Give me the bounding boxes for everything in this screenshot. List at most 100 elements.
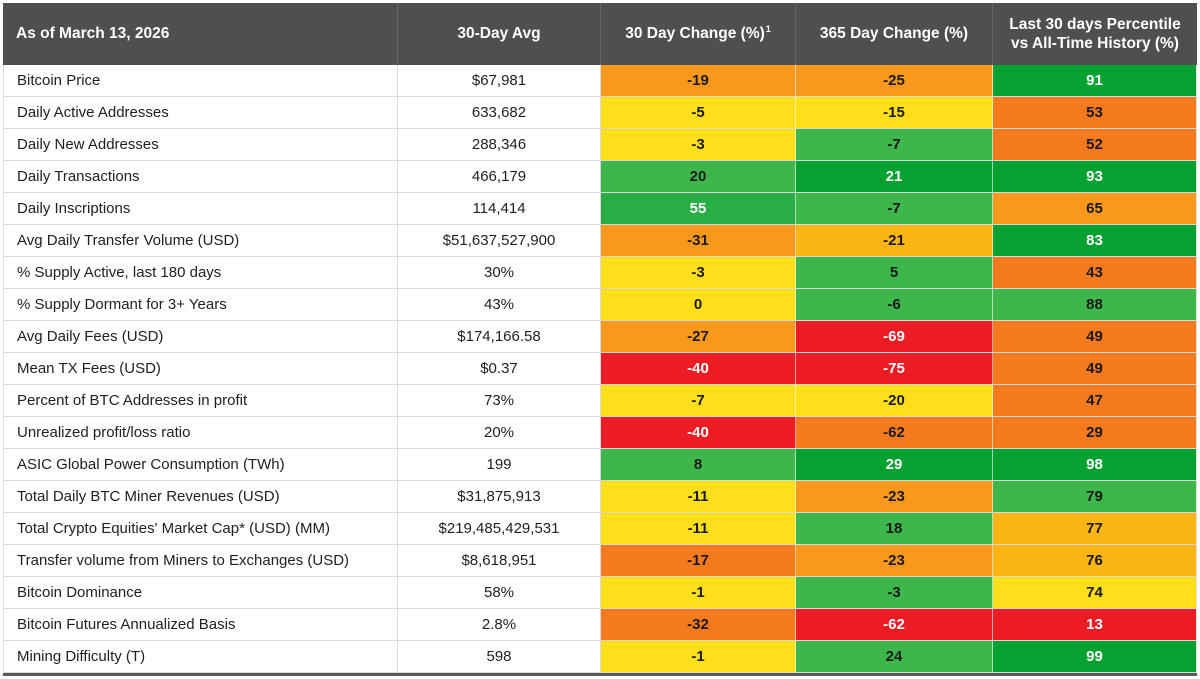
metric-30day-change-cell: -31 bbox=[601, 225, 796, 256]
metric-label: Bitcoin Price bbox=[4, 65, 398, 96]
metric-30day-change-cell: -11 bbox=[601, 481, 796, 512]
table-row: % Supply Dormant for 3+ Years 43% 0 -6 8… bbox=[4, 289, 1196, 321]
metric-30day-change-cell: 55 bbox=[601, 193, 796, 224]
metric-365day-change-cell: -62 bbox=[796, 609, 993, 640]
table-row: ASIC Global Power Consumption (TWh) 199 … bbox=[4, 449, 1196, 481]
table-row: Percent of BTC Addresses in profit 73% -… bbox=[4, 385, 1196, 417]
table-body: Bitcoin Price $67,981 -19 -25 91 Daily A… bbox=[3, 65, 1197, 673]
metric-30day-avg-value: $31,875,913 bbox=[398, 481, 601, 512]
metric-30day-avg-value: 30% bbox=[398, 257, 601, 288]
table-row: Daily Active Addresses 633,682 -5 -15 53 bbox=[4, 97, 1196, 129]
metric-30day-change-cell: -32 bbox=[601, 609, 796, 640]
metric-percentile-cell: 83 bbox=[993, 225, 1196, 256]
metric-30day-avg-value: $51,637,527,900 bbox=[398, 225, 601, 256]
metric-365day-change-cell: -6 bbox=[796, 289, 993, 320]
as-of-date-label: As of March 13, 2026 bbox=[16, 25, 170, 43]
metric-365day-change-cell: -62 bbox=[796, 417, 993, 448]
metric-30day-avg-value: 288,346 bbox=[398, 129, 601, 160]
metric-365day-change-cell: 5 bbox=[796, 257, 993, 288]
table-row: Total Daily BTC Miner Revenues (USD) $31… bbox=[4, 481, 1196, 513]
table-row: Daily Transactions 466,179 20 21 93 bbox=[4, 161, 1196, 193]
percentile-column-label: Last 30 days Percentile vs All-Time Hist… bbox=[1009, 15, 1181, 52]
metric-365day-change-cell: -23 bbox=[796, 481, 993, 512]
metric-percentile-cell: 52 bbox=[993, 129, 1196, 160]
footnote-marker: 1 bbox=[765, 24, 771, 35]
metric-label: Transfer volume from Miners to Exchanges… bbox=[4, 545, 398, 576]
metric-label: Daily Active Addresses bbox=[4, 97, 398, 128]
table-row: Avg Daily Fees (USD) $174,166.58 -27 -69… bbox=[4, 321, 1196, 353]
table-row: Bitcoin Futures Annualized Basis 2.8% -3… bbox=[4, 609, 1196, 641]
metric-365day-change-cell: 21 bbox=[796, 161, 993, 192]
metric-percentile-cell: 79 bbox=[993, 481, 1196, 512]
header-30-day-change: 30 Day Change (%)1 bbox=[601, 3, 796, 65]
metric-percentile-cell: 91 bbox=[993, 65, 1196, 96]
table-row: Mean TX Fees (USD) $0.37 -40 -75 49 bbox=[4, 353, 1196, 385]
metric-30day-change-cell: 8 bbox=[601, 449, 796, 480]
metric-30day-change-cell: -3 bbox=[601, 129, 796, 160]
table-row: Unrealized profit/loss ratio 20% -40 -62… bbox=[4, 417, 1196, 449]
metric-label: Avg Daily Fees (USD) bbox=[4, 321, 398, 352]
metric-30day-change-cell: -7 bbox=[601, 385, 796, 416]
metric-label: Total Daily BTC Miner Revenues (USD) bbox=[4, 481, 398, 512]
metric-30day-avg-value: 20% bbox=[398, 417, 601, 448]
metric-30day-avg-value: 199 bbox=[398, 449, 601, 480]
metric-30day-change-cell: -27 bbox=[601, 321, 796, 352]
metric-label: Daily Transactions bbox=[4, 161, 398, 192]
metric-30day-avg-value: $219,485,429,531 bbox=[398, 513, 601, 544]
metric-30day-avg-value: $174,166.58 bbox=[398, 321, 601, 352]
metric-percentile-cell: 76 bbox=[993, 545, 1196, 576]
metric-percentile-cell: 99 bbox=[993, 641, 1196, 672]
metric-label: Percent of BTC Addresses in profit bbox=[4, 385, 398, 416]
header-365-day-change: 365 Day Change (%) bbox=[796, 3, 993, 65]
table-row: Bitcoin Price $67,981 -19 -25 91 bbox=[4, 65, 1196, 97]
metric-percentile-cell: 49 bbox=[993, 321, 1196, 352]
metric-365day-change-cell: -15 bbox=[796, 97, 993, 128]
metric-percentile-cell: 53 bbox=[993, 97, 1196, 128]
metric-30day-change-cell: -5 bbox=[601, 97, 796, 128]
avg-column-label: 30-Day Avg bbox=[457, 25, 541, 43]
metric-percentile-cell: 93 bbox=[993, 161, 1196, 192]
metric-365day-change-cell: -3 bbox=[796, 577, 993, 608]
metric-percentile-cell: 49 bbox=[993, 353, 1196, 384]
table-row: Total Crypto Equities' Market Cap* (USD)… bbox=[4, 513, 1196, 545]
metric-365day-change-cell: -7 bbox=[796, 193, 993, 224]
metric-30day-avg-value: $0.37 bbox=[398, 353, 601, 384]
metric-percentile-cell: 98 bbox=[993, 449, 1196, 480]
metric-365day-change-cell: -7 bbox=[796, 129, 993, 160]
metric-30day-change-cell: -1 bbox=[601, 577, 796, 608]
metric-365day-change-cell: 29 bbox=[796, 449, 993, 480]
header-percentile: Last 30 days Percentile vs All-Time Hist… bbox=[993, 3, 1197, 65]
metric-label: Mining Difficulty (T) bbox=[4, 641, 398, 672]
change-365-column-label: 365 Day Change (%) bbox=[819, 25, 969, 43]
metric-percentile-cell: 88 bbox=[993, 289, 1196, 320]
metric-percentile-cell: 65 bbox=[993, 193, 1196, 224]
metric-percentile-cell: 77 bbox=[993, 513, 1196, 544]
table-bottom-border bbox=[3, 673, 1197, 676]
metric-label: Avg Daily Transfer Volume (USD) bbox=[4, 225, 398, 256]
metric-30day-avg-value: 2.8% bbox=[398, 609, 601, 640]
metric-percentile-cell: 43 bbox=[993, 257, 1196, 288]
table-row: Transfer volume from Miners to Exchanges… bbox=[4, 545, 1196, 577]
metric-30day-change-cell: -3 bbox=[601, 257, 796, 288]
metric-label: Bitcoin Futures Annualized Basis bbox=[4, 609, 398, 640]
metric-label: Total Crypto Equities' Market Cap* (USD)… bbox=[4, 513, 398, 544]
table-header-row: As of March 13, 2026 30-Day Avg 30 Day C… bbox=[3, 3, 1197, 65]
metric-365day-change-cell: -20 bbox=[796, 385, 993, 416]
metric-30day-avg-value: 43% bbox=[398, 289, 601, 320]
metric-30day-avg-value: 58% bbox=[398, 577, 601, 608]
metric-30day-change-cell: -40 bbox=[601, 417, 796, 448]
metric-percentile-cell: 47 bbox=[993, 385, 1196, 416]
metric-30day-avg-value: 466,179 bbox=[398, 161, 601, 192]
metric-365day-change-cell: -75 bbox=[796, 353, 993, 384]
metric-label: Daily Inscriptions bbox=[4, 193, 398, 224]
metric-label: Daily New Addresses bbox=[4, 129, 398, 160]
metric-30day-change-cell: 20 bbox=[601, 161, 796, 192]
table-row: Avg Daily Transfer Volume (USD) $51,637,… bbox=[4, 225, 1196, 257]
metric-label: Unrealized profit/loss ratio bbox=[4, 417, 398, 448]
metric-30day-avg-value: 114,414 bbox=[398, 193, 601, 224]
metric-label: % Supply Active, last 180 days bbox=[4, 257, 398, 288]
metric-label: Bitcoin Dominance bbox=[4, 577, 398, 608]
metric-30day-avg-value: 73% bbox=[398, 385, 601, 416]
table-row: Mining Difficulty (T) 598 -1 24 99 bbox=[4, 641, 1196, 673]
metric-30day-change-cell: -1 bbox=[601, 641, 796, 672]
